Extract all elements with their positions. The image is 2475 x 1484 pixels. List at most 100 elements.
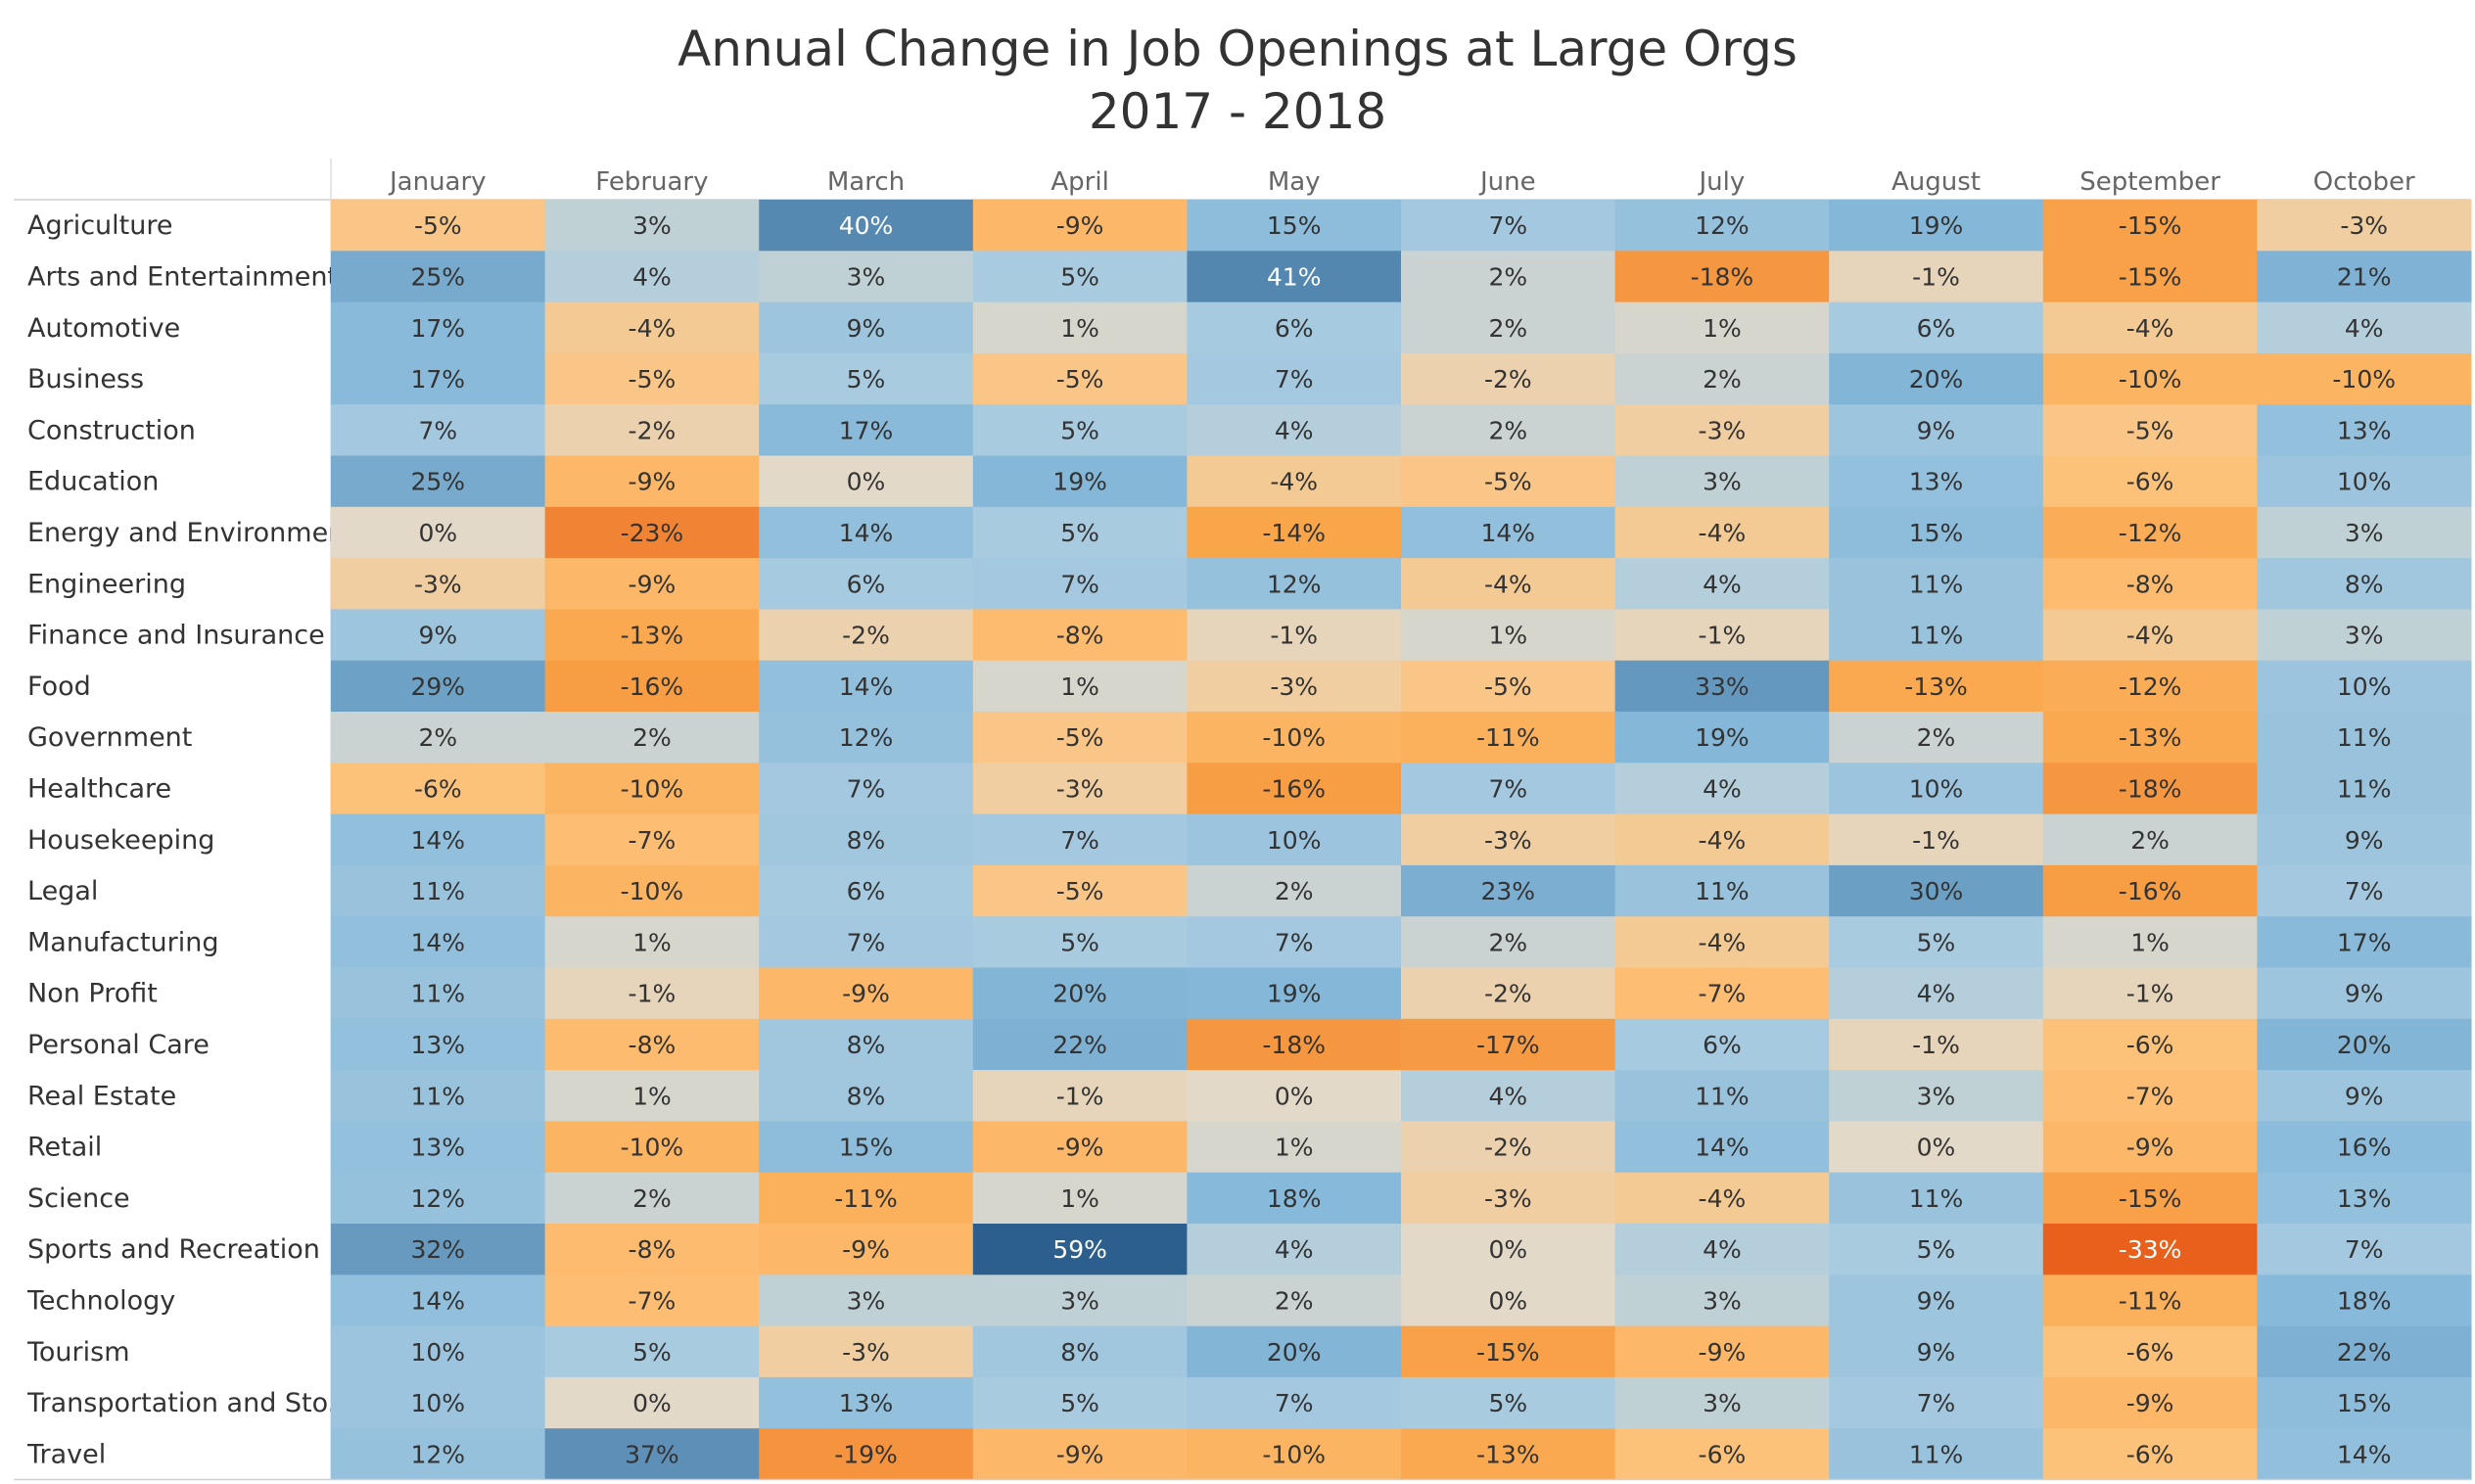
heatmap-cell[interactable] bbox=[1401, 251, 1616, 303]
heatmap-cell[interactable] bbox=[331, 609, 546, 662]
heatmap-cell[interactable] bbox=[972, 1224, 1188, 1275]
heatmap-cell[interactable] bbox=[1614, 1428, 1830, 1480]
heatmap-cell[interactable] bbox=[972, 712, 1188, 764]
heatmap-cell[interactable] bbox=[331, 1224, 546, 1275]
heatmap-cell[interactable] bbox=[759, 1325, 974, 1378]
heatmap-cell[interactable] bbox=[1187, 1428, 1402, 1480]
heatmap-cell[interactable] bbox=[972, 660, 1188, 713]
heatmap-cell[interactable] bbox=[1614, 1018, 1830, 1071]
heatmap-cell[interactable] bbox=[972, 352, 1188, 405]
heatmap-cell[interactable] bbox=[331, 352, 546, 405]
heatmap-cell[interactable] bbox=[544, 660, 760, 713]
heatmap-cell[interactable] bbox=[1187, 1172, 1402, 1225]
heatmap-cell[interactable] bbox=[1187, 558, 1402, 610]
heatmap-cell[interactable] bbox=[1829, 352, 2044, 405]
heatmap-cell[interactable] bbox=[331, 200, 546, 252]
heatmap-cell[interactable] bbox=[1401, 609, 1616, 662]
heatmap-cell[interactable] bbox=[2042, 404, 2258, 456]
heatmap-cell[interactable] bbox=[1614, 404, 1830, 456]
heatmap-cell[interactable] bbox=[331, 916, 546, 968]
heatmap-cell[interactable] bbox=[1614, 352, 1830, 405]
heatmap-cell[interactable] bbox=[2257, 864, 2472, 917]
heatmap-cell[interactable] bbox=[544, 864, 760, 917]
heatmap-cell[interactable] bbox=[1401, 864, 1616, 917]
heatmap-cell[interactable] bbox=[759, 1121, 974, 1174]
heatmap-cell[interactable] bbox=[759, 763, 974, 815]
heatmap-cell[interactable] bbox=[544, 1121, 760, 1174]
heatmap-cell[interactable] bbox=[2042, 558, 2258, 610]
heatmap-cell[interactable] bbox=[759, 1275, 974, 1327]
heatmap-cell[interactable] bbox=[331, 1428, 546, 1480]
heatmap-cell[interactable] bbox=[1187, 301, 1402, 354]
heatmap-cell[interactable] bbox=[1187, 967, 1402, 1020]
heatmap-cell[interactable] bbox=[759, 609, 974, 662]
heatmap-cell[interactable] bbox=[1401, 712, 1616, 764]
heatmap-cell[interactable] bbox=[1187, 864, 1402, 917]
heatmap-cell[interactable] bbox=[2042, 1070, 2258, 1122]
heatmap-cell[interactable] bbox=[759, 1172, 974, 1225]
heatmap-cell[interactable] bbox=[1187, 1376, 1402, 1429]
heatmap-cell[interactable] bbox=[2257, 1070, 2472, 1122]
heatmap-cell[interactable] bbox=[1401, 1172, 1616, 1225]
heatmap-cell[interactable] bbox=[1187, 251, 1402, 303]
heatmap-cell[interactable] bbox=[2257, 712, 2472, 764]
heatmap-cell[interactable] bbox=[1614, 1121, 1830, 1174]
heatmap-cell[interactable] bbox=[972, 1325, 1188, 1378]
heatmap-cell[interactable] bbox=[1614, 1224, 1830, 1275]
heatmap-cell[interactable] bbox=[972, 967, 1188, 1020]
heatmap-cell[interactable] bbox=[1401, 455, 1616, 508]
heatmap-cell[interactable] bbox=[1401, 352, 1616, 405]
heatmap-cell[interactable] bbox=[1829, 660, 2044, 713]
heatmap-cell[interactable] bbox=[1187, 712, 1402, 764]
heatmap-cell[interactable] bbox=[331, 1275, 546, 1327]
heatmap-cell[interactable] bbox=[1187, 609, 1402, 662]
heatmap-cell[interactable] bbox=[1401, 301, 1616, 354]
heatmap-cell[interactable] bbox=[2042, 609, 2258, 662]
heatmap-cell[interactable] bbox=[972, 763, 1188, 815]
heatmap-cell[interactable] bbox=[1187, 813, 1402, 866]
heatmap-cell[interactable] bbox=[972, 558, 1188, 610]
heatmap-cell[interactable] bbox=[1829, 1121, 2044, 1174]
heatmap-cell[interactable] bbox=[2257, 200, 2472, 252]
heatmap-cell[interactable] bbox=[1401, 506, 1616, 559]
heatmap-cell[interactable] bbox=[972, 200, 1188, 252]
heatmap-cell[interactable] bbox=[544, 813, 760, 866]
heatmap-cell[interactable] bbox=[544, 1428, 760, 1480]
heatmap-cell[interactable] bbox=[2257, 301, 2472, 354]
heatmap-cell[interactable] bbox=[2257, 251, 2472, 303]
heatmap-cell[interactable] bbox=[1614, 1376, 1830, 1429]
heatmap-cell[interactable] bbox=[1829, 200, 2044, 252]
heatmap-cell[interactable] bbox=[1401, 1121, 1616, 1174]
heatmap-cell[interactable] bbox=[1829, 1275, 2044, 1327]
heatmap-cell[interactable] bbox=[1829, 251, 2044, 303]
heatmap-cell[interactable] bbox=[759, 864, 974, 917]
heatmap-cell[interactable] bbox=[331, 301, 546, 354]
heatmap-cell[interactable] bbox=[759, 1428, 974, 1480]
heatmap-cell[interactable] bbox=[759, 455, 974, 508]
heatmap-cell[interactable] bbox=[1829, 1018, 2044, 1071]
heatmap-cell[interactable] bbox=[2042, 1376, 2258, 1429]
heatmap-cell[interactable] bbox=[759, 352, 974, 405]
heatmap-cell[interactable] bbox=[331, 1376, 546, 1429]
heatmap-cell[interactable] bbox=[759, 660, 974, 713]
heatmap-cell[interactable] bbox=[1401, 967, 1616, 1020]
heatmap-cell[interactable] bbox=[1401, 1070, 1616, 1122]
heatmap-cell[interactable] bbox=[1614, 813, 1830, 866]
heatmap-cell[interactable] bbox=[972, 1275, 1188, 1327]
heatmap-cell[interactable] bbox=[331, 1070, 546, 1122]
heatmap-cell[interactable] bbox=[2042, 712, 2258, 764]
heatmap-cell[interactable] bbox=[1614, 200, 1830, 252]
heatmap-cell[interactable] bbox=[1614, 558, 1830, 610]
heatmap-cell[interactable] bbox=[2042, 763, 2258, 815]
heatmap-cell[interactable] bbox=[1187, 1070, 1402, 1122]
heatmap-cell[interactable] bbox=[2257, 1018, 2472, 1071]
heatmap-cell[interactable] bbox=[544, 1376, 760, 1429]
heatmap-cell[interactable] bbox=[331, 1018, 546, 1071]
heatmap-cell[interactable] bbox=[2042, 660, 2258, 713]
heatmap-cell[interactable] bbox=[2042, 813, 2258, 866]
heatmap-cell[interactable] bbox=[2042, 251, 2258, 303]
heatmap-cell[interactable] bbox=[759, 558, 974, 610]
heatmap-cell[interactable] bbox=[1829, 301, 2044, 354]
heatmap-cell[interactable] bbox=[1614, 1172, 1830, 1225]
heatmap-cell[interactable] bbox=[2257, 609, 2472, 662]
